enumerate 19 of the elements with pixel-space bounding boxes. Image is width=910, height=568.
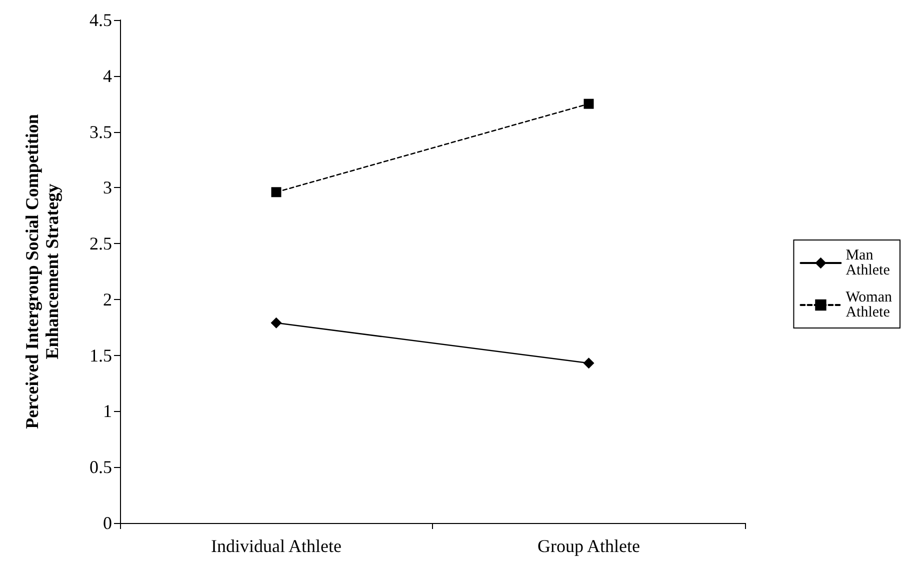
y-tick-label: 4.5 [90,10,112,30]
y-tick-label: 2 [103,289,112,310]
y-tick-label: 1.5 [90,345,112,366]
y-tick-label: 0.5 [90,457,112,478]
legend-label: Man Athlete [846,248,890,278]
y-tick-label: 3 [103,178,112,198]
x-tick-label: Individual Athlete [211,536,342,556]
y-axis-title: Perceived Intergroup Social Competition Enhancement Strategy [22,114,62,429]
y-tick-label: 0 [103,513,112,533]
y-tick-label: 1 [103,401,112,422]
point [584,98,594,109]
point [583,358,594,369]
point [271,187,282,198]
legend-label: Woman Athlete [846,290,892,320]
point [270,317,282,328]
x-tick-label: Group Athlete [538,536,640,556]
y-tick-label: 3.5 [90,122,112,142]
y-tick-label: 2.5 [90,234,112,254]
y-tick-label: 4 [103,66,112,86]
